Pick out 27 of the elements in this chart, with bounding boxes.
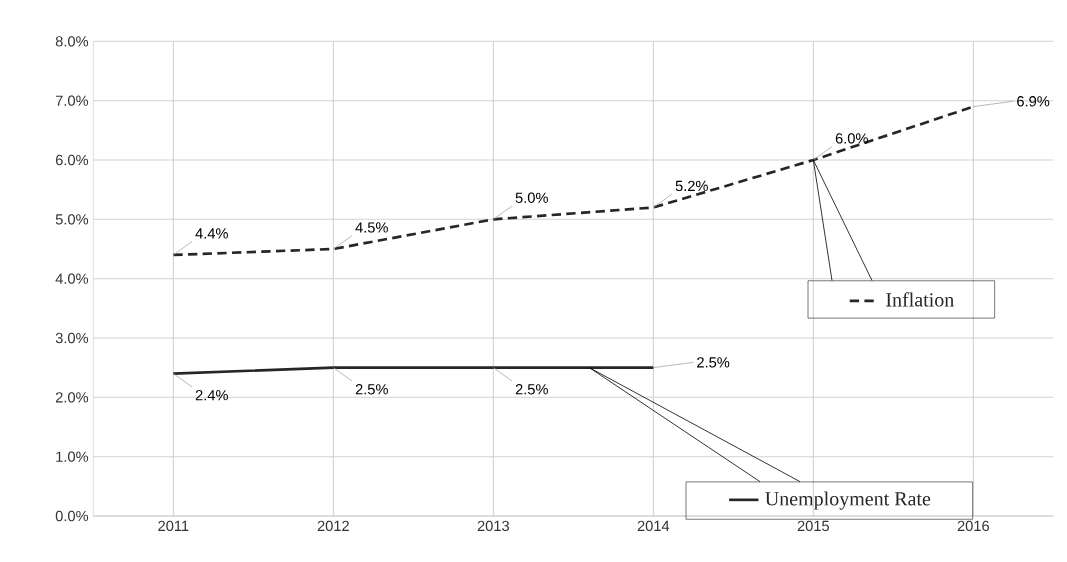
data-label: 2.4% — [195, 390, 228, 401]
data-label: 5.0% — [515, 192, 548, 203]
data-label: 6.9% — [1017, 96, 1050, 107]
x-tick-label: 2012 — [317, 520, 349, 532]
data-label: 2.5% — [355, 384, 388, 395]
y-tick-label: 3.0% — [55, 332, 89, 344]
data-label: 4.5% — [355, 222, 388, 233]
legend-label: Inflation — [886, 292, 954, 307]
legend-label: Unemployment Rate — [765, 491, 931, 510]
data-label: 6.0% — [835, 133, 868, 144]
y-tick-label: 0.0% — [55, 510, 89, 522]
y-tick-label: 6.0% — [55, 154, 89, 166]
y-tick-label: 7.0% — [55, 95, 89, 106]
data-label: 5.2% — [675, 180, 708, 192]
y-tick-label: 8.0% — [55, 36, 89, 47]
y-tick-label: 4.0% — [55, 273, 89, 284]
data-label: 2.5% — [515, 384, 548, 395]
data-label: 2.5% — [697, 357, 730, 368]
x-tick-label: 2013 — [477, 520, 509, 532]
x-tick-label: 2011 — [158, 520, 189, 532]
y-tick-label: 5.0% — [55, 214, 89, 225]
x-tick-label: 2014 — [637, 520, 670, 532]
x-tick-label: 2016 — [957, 520, 989, 532]
data-label: 4.4% — [195, 228, 228, 239]
y-tick-label: 1.0% — [56, 451, 89, 462]
x-tick-label: 2015 — [797, 520, 830, 532]
y-tick-label: 2.0% — [55, 392, 89, 403]
